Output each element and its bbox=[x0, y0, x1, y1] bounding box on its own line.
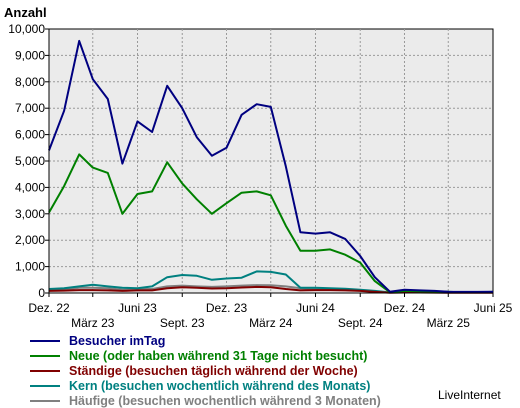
x-tick-label: Dez. 23 bbox=[206, 301, 248, 315]
legend-item: Besucher imTag bbox=[30, 333, 381, 348]
y-tick-label: 3,000 bbox=[15, 207, 45, 221]
y-tick-label: 1,000 bbox=[15, 260, 45, 274]
legend-swatch bbox=[30, 369, 60, 372]
x-tick-label: März 23 bbox=[71, 316, 115, 330]
legend-item: Häufige (besuchen wochentlich während 3 … bbox=[30, 393, 381, 408]
legend-label: Häufige (besuchen wochentlich während 3 … bbox=[69, 393, 381, 408]
legend-item: Neue (oder haben während 31 Tage nicht b… bbox=[30, 348, 381, 363]
gridlines bbox=[49, 29, 493, 293]
x-tick-label: Juni 24 bbox=[296, 301, 335, 315]
y-tick-label: 0 bbox=[38, 286, 45, 300]
legend-swatch bbox=[30, 354, 60, 357]
x-tick-label: Sept. 24 bbox=[338, 316, 383, 330]
x-tick-label: Juni 25 bbox=[474, 301, 513, 315]
legend-swatch bbox=[30, 339, 60, 342]
x-tick-label: Dez. 24 bbox=[384, 301, 426, 315]
y-tick-label: 7,000 bbox=[15, 101, 45, 115]
legend-label: Kern (besuchen wochentlich während des M… bbox=[69, 378, 371, 393]
x-tick-label: Dez. 22 bbox=[28, 301, 70, 315]
legend-label: Neue (oder haben während 31 Tage nicht b… bbox=[69, 348, 368, 363]
y-tick-label: 8,000 bbox=[15, 75, 45, 89]
y-tick-label: 6,000 bbox=[15, 128, 45, 142]
x-tick-label: März 24 bbox=[249, 316, 293, 330]
series-lines bbox=[48, 39, 494, 294]
series-line bbox=[48, 39, 494, 293]
legend-label: Ständige (besuchen täglich während der W… bbox=[69, 363, 358, 378]
legend-swatch bbox=[30, 384, 60, 387]
y-axis-ticks: 0 1,000 2,000 3,000 4,000 5,000 6,000 7,000 8,00… bbox=[8, 22, 49, 300]
legend-item: Ständige (besuchen täglich während der W… bbox=[30, 363, 381, 378]
legend-label: Besucher imTag bbox=[69, 333, 166, 348]
y-tick-label: 10,000 bbox=[8, 22, 45, 36]
x-tick-label: März 25 bbox=[427, 316, 471, 330]
line-chart: Anzahl 0 1,000 2,000 3,000 4,000 5,000 6,000 7,… bbox=[4, 5, 513, 330]
y-axis-title: Anzahl bbox=[4, 5, 47, 20]
y-tick-label: 9,000 bbox=[15, 48, 45, 62]
legend-item: Kern (besuchen wochentlich während des M… bbox=[30, 378, 381, 393]
y-tick-label: 2,000 bbox=[15, 233, 45, 247]
legend-swatch bbox=[30, 399, 60, 402]
credit-label: LiveInternet bbox=[438, 388, 501, 402]
y-tick-label: 4,000 bbox=[15, 180, 45, 194]
x-tick-label: Sept. 23 bbox=[160, 316, 205, 330]
x-tick-label: Juni 23 bbox=[118, 301, 157, 315]
y-tick-label: 5,000 bbox=[15, 154, 45, 168]
legend: Besucher imTag Neue (oder haben während 3… bbox=[30, 333, 381, 408]
